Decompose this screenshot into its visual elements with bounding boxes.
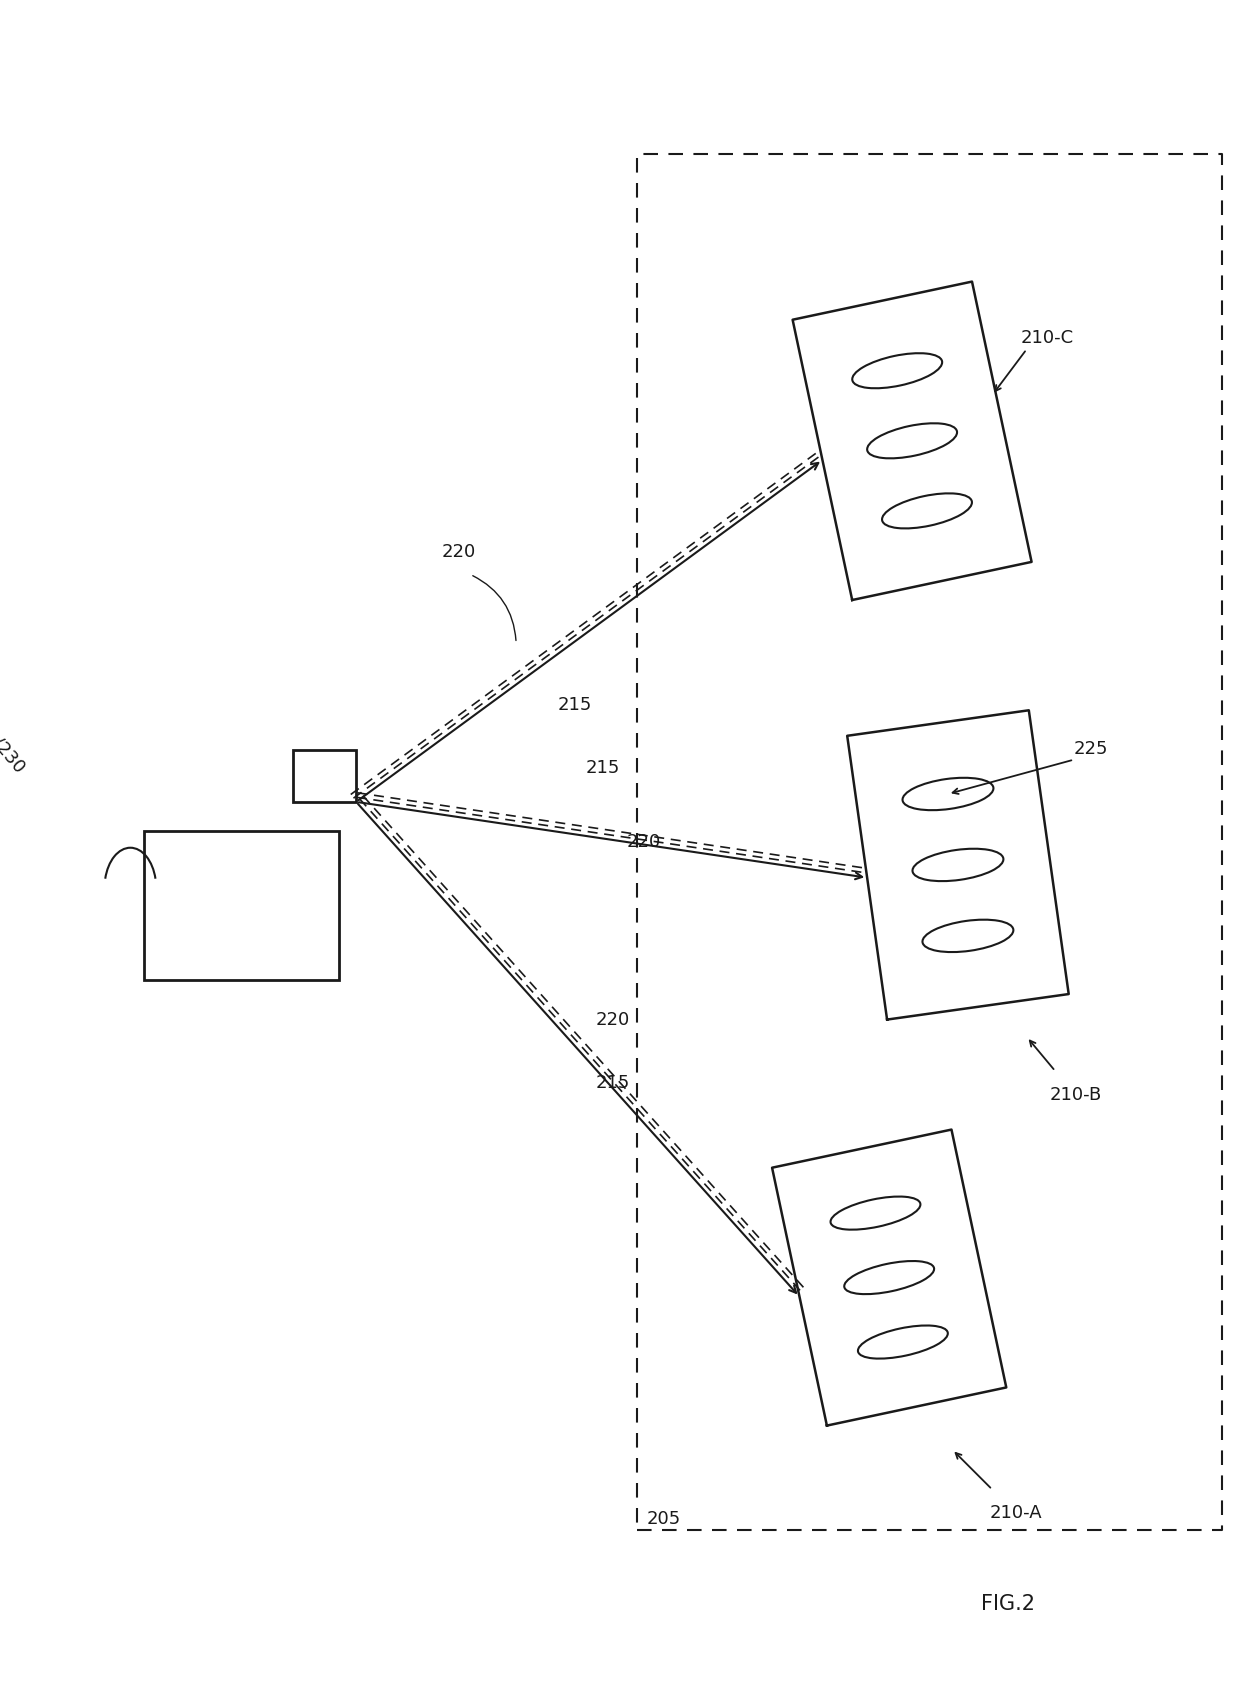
Text: 220: 220: [626, 834, 661, 852]
Text: 225: 225: [1074, 739, 1109, 758]
Bar: [144, 830, 339, 980]
Text: 215: 215: [587, 759, 620, 776]
Text: FIG.2: FIG.2: [981, 1595, 1035, 1613]
Text: 210-C: 210-C: [1021, 330, 1074, 347]
Text: 215: 215: [595, 1074, 630, 1091]
Text: 220: 220: [441, 544, 476, 561]
Text: 140/230: 140/230: [0, 709, 29, 778]
Text: 210-A: 210-A: [990, 1504, 1043, 1522]
Text: 215: 215: [558, 695, 591, 714]
Text: 210-B: 210-B: [1049, 1086, 1102, 1105]
Bar: [293, 751, 356, 802]
Text: 220: 220: [595, 1010, 630, 1029]
Text: 205: 205: [646, 1511, 681, 1527]
